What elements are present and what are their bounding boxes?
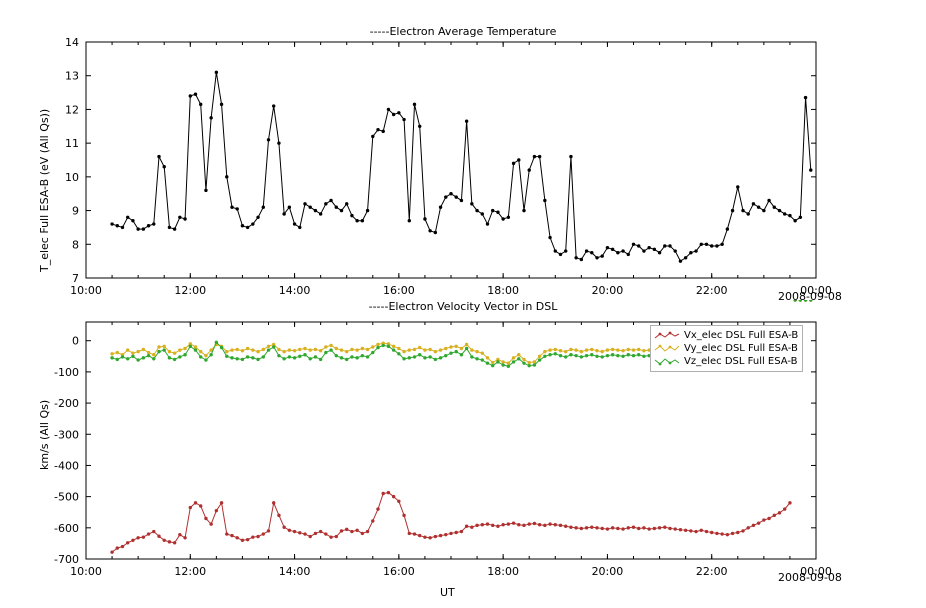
x-tick-label: 22:00 [696,565,728,578]
y-tick-label: 11 [65,137,79,150]
top-plot-area: 7 8 9 10 11 12 13 14 10:00 12:00 14:00 16:00 18:00 20… [65,36,832,297]
bottom-x-axis-label: UT [440,586,455,599]
x-tick-label: 16:00 [383,284,415,297]
x-tick-label: 12:00 [174,284,206,297]
y-tick-label: 9 [72,205,79,218]
legend-sample-vy [654,344,680,352]
y-tick-label: -700 [54,553,79,566]
legend-item-vz: Vz_elec DSL Full ESA-B [654,355,798,368]
series-0 [110,70,813,263]
x-tick-label: 12:00 [174,565,206,578]
bottom-plot-area: -700 -600 -500 -400 -300 -200 -100 0 10:00 12:00 1… [0,300,926,608]
x-tick-label: 10:00 [70,565,102,578]
legend-label-vz: Vz_elec DSL Full ESA-B [684,356,798,367]
y-tick-label: 0 [72,335,79,348]
x-tick-label: 18:00 [487,565,519,578]
y-tick-label: 7 [72,272,79,285]
legend-item-vy: Vy_elec DSL Full ESA-B [654,342,798,355]
x-tick-label: 20:00 [592,284,624,297]
y-tick-label: -200 [54,397,79,410]
x-tick-label: 20:00 [592,565,624,578]
x-tick-label: 00:00 [800,284,832,297]
top-plot-title: -----Electron Average Temperature [369,25,557,38]
y-tick-label: 10 [65,171,79,184]
legend-sample-vx [654,331,680,339]
legend-item-vx: Vx_elec DSL Full ESA-B [654,329,798,342]
bottom-date-label: 2008-09-08 [778,571,842,584]
top-date-label: 2008-09-08 [778,290,842,303]
legend-sample-vz [654,358,680,366]
legend-label-vx: Vx_elec DSL Full ESA-B [684,330,799,341]
x-tick-label: 22:00 [696,284,728,297]
x-tick-label: 00:00 [800,565,832,578]
y-tick-label: -300 [54,428,79,441]
y-tick-label: 8 [72,238,79,251]
y-tick-label: 12 [65,103,79,116]
x-tick-label: 18:00 [487,284,519,297]
y-tick-label: -500 [54,491,79,504]
y-tick-label: 14 [65,36,79,49]
series-0 [110,300,813,554]
y-tick-label: -100 [54,366,79,379]
x-tick-label: 16:00 [383,565,415,578]
x-tick-label: 14:00 [279,284,311,297]
legend-label-vy: Vy_elec DSL Full ESA-B [684,343,798,354]
bottom-legend: Vx_elec DSL Full ESA-B Vy_elec DSL Full … [650,325,804,372]
y-tick-label: -400 [54,459,79,472]
y-tick-label: -600 [54,522,79,535]
bottom-plot-title: -----Electron Velocity Vector in DSL [368,300,558,313]
x-tick-label: 10:00 [70,284,102,297]
x-tick-label: 14:00 [279,565,311,578]
y-tick-label: 13 [65,70,79,83]
